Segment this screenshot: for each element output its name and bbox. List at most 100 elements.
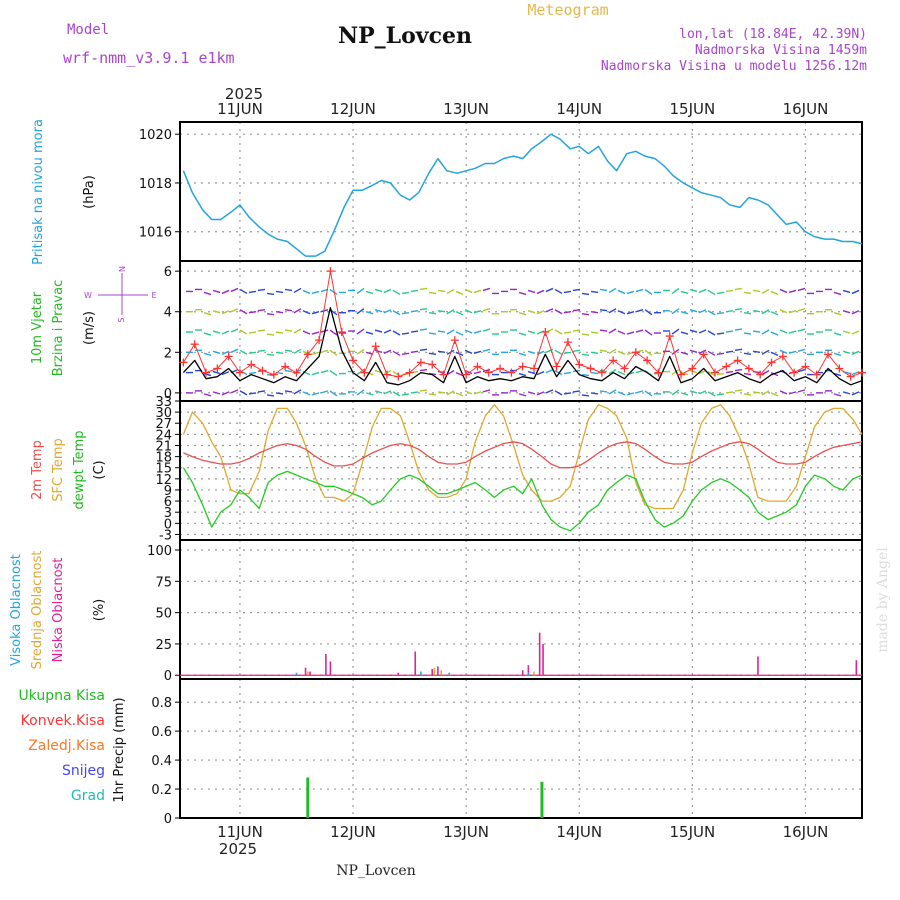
panels: 1016101810200246-30369121518212427303302… (139, 121, 866, 827)
wind-arrow (833, 291, 842, 296)
wind-title-2: Brzina i Pravac (51, 280, 66, 377)
wind-arrow (617, 370, 626, 376)
wind-arrow (527, 391, 536, 395)
wind-arrow (599, 390, 608, 393)
gust-marker (756, 370, 765, 379)
wind-arrow (554, 309, 563, 315)
wind-arrow (626, 392, 635, 396)
wind-arrow (212, 370, 221, 375)
wind-arrow (572, 309, 581, 312)
wind-arrow (230, 308, 239, 313)
wind-arrow (374, 349, 383, 353)
gust-marker (292, 368, 301, 377)
dewpoint-line (182, 467, 863, 532)
wind-arrow (617, 391, 626, 396)
wind-arrow (527, 330, 536, 334)
wind-arrow (473, 370, 482, 375)
wind-arrow (599, 349, 608, 352)
wind-arrow (599, 329, 608, 332)
bottom-day-label: 14JUN (556, 823, 602, 841)
wind-arrow (590, 331, 599, 334)
wind-arrow (419, 368, 428, 372)
wind-arrow (527, 289, 536, 294)
model-label: Model (67, 22, 109, 38)
pressure-line (182, 133, 863, 257)
wind-arrow (590, 311, 599, 314)
wind-arrow (365, 311, 374, 315)
wind-arrow (446, 288, 455, 295)
y-tick-label: 0.4 (151, 754, 172, 769)
wind-arrow (752, 350, 761, 353)
gust-marker (699, 350, 708, 359)
wind-arrow (239, 288, 248, 295)
wind-arrow (311, 290, 320, 295)
gust-marker (462, 370, 471, 379)
wind-arrow (743, 372, 752, 376)
wind-arrow (743, 291, 752, 295)
wind-arrow (410, 310, 419, 313)
wind-arrow (617, 289, 626, 295)
gust-marker (654, 368, 663, 377)
wind-arrow (842, 391, 851, 395)
wind-speed-line (182, 307, 863, 386)
wind-arrow (671, 369, 680, 376)
wind-arrow (455, 331, 464, 336)
wind-arrow (437, 289, 446, 293)
gust-marker (371, 342, 380, 351)
wind-arrow (437, 310, 446, 313)
wind-arrow (671, 287, 680, 295)
sfctemp-title: SFC Temp (51, 438, 66, 502)
y-tick-label: 3 (164, 506, 172, 521)
wind-arrow (203, 312, 212, 316)
wind-arrow (284, 369, 293, 373)
wind-arrow (779, 309, 788, 314)
wind-arrow (599, 309, 608, 312)
y-tick-label: 6 (164, 265, 172, 280)
wind-arrow (230, 287, 239, 293)
wind-arrow (833, 352, 842, 356)
gust-marker (394, 372, 403, 381)
wind-arrow (329, 349, 338, 356)
wind-arrow (473, 350, 482, 354)
wind-arrow (761, 288, 770, 295)
wind-arrow (527, 370, 536, 375)
wind-arrow (518, 352, 527, 356)
precip-legend-item: Grad (71, 788, 105, 804)
gust-marker (496, 364, 505, 373)
wind-arrow (743, 393, 752, 396)
wind-arrow (788, 310, 797, 314)
wind-arrow (554, 390, 563, 396)
wind-arrow (275, 392, 284, 395)
compass-n: N (118, 266, 127, 272)
wind-arrow (788, 391, 797, 395)
gust-marker (744, 364, 753, 373)
wind-arrow (671, 308, 680, 315)
gust-marker (597, 368, 606, 377)
y-tick-label: 75 (155, 575, 172, 590)
gust-marker (224, 352, 233, 361)
wind-arrow (257, 390, 266, 393)
wind-arrow (203, 352, 212, 356)
wind-arrow (230, 328, 239, 333)
high-cloud-title: Visoka Oblacnost (9, 554, 24, 666)
gust-marker (643, 356, 652, 365)
wind-arrow (401, 291, 410, 295)
wind-arrow (617, 350, 626, 355)
wind-arrow (680, 392, 689, 396)
bottom-day-label: 13JUN (443, 823, 489, 841)
wind-arrow (365, 331, 374, 335)
gust-marker (213, 364, 222, 373)
top-day-label: 15JUN (669, 100, 715, 118)
wind-arrow (734, 328, 743, 331)
y-tick-label: 0 (164, 517, 172, 532)
wind-arrow (743, 352, 752, 355)
gust-marker (405, 368, 414, 377)
wind-arrow (482, 389, 491, 393)
wind-arrow (554, 329, 563, 335)
gust-marker (563, 338, 572, 347)
wind-arrow (428, 291, 437, 295)
bottom-day-label: 16JUN (783, 823, 829, 841)
wind-arrow (563, 311, 572, 314)
wind-gust-line (182, 270, 863, 378)
